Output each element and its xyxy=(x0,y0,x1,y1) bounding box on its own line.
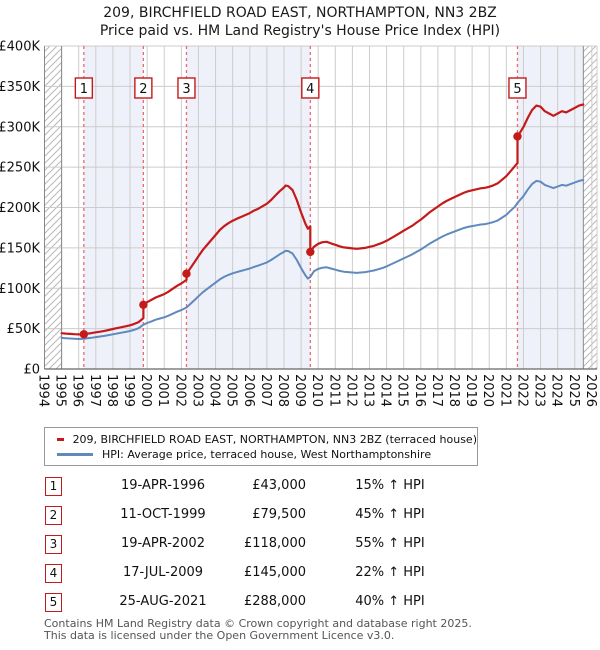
svg-text:2004: 2004 xyxy=(207,374,222,407)
transaction-price: £43,000 xyxy=(252,478,306,493)
table-row: 3 19-APR-2002 £118,000 55% ↑ HPI xyxy=(44,534,564,563)
svg-text:2001: 2001 xyxy=(155,374,170,407)
svg-text:2013: 2013 xyxy=(361,374,376,407)
svg-text:4: 4 xyxy=(306,82,314,97)
transaction-price: £118,000 xyxy=(243,536,306,551)
svg-text:2010: 2010 xyxy=(309,374,324,407)
svg-text:3: 3 xyxy=(182,82,190,97)
svg-text:£350K: £350K xyxy=(0,80,40,95)
svg-text:1998: 1998 xyxy=(104,374,119,407)
svg-text:2020: 2020 xyxy=(480,374,495,407)
transaction-hpi-change: 55% ↑ HPI xyxy=(355,536,425,551)
svg-text:2025: 2025 xyxy=(566,374,581,407)
svg-text:2024: 2024 xyxy=(549,374,564,407)
legend-item-property: 209, BIRCHFIELD ROAD EAST, NORTHAMPTON, … xyxy=(45,432,477,447)
svg-text:2018: 2018 xyxy=(446,374,461,407)
transaction-price: £145,000 xyxy=(243,565,306,580)
svg-text:2: 2 xyxy=(139,82,147,97)
svg-text:1999: 1999 xyxy=(121,374,136,407)
svg-text:£150K: £150K xyxy=(0,241,40,256)
svg-text:£200K: £200K xyxy=(0,201,40,216)
transaction-hpi-change: 22% ↑ HPI xyxy=(355,565,425,580)
svg-text:2019: 2019 xyxy=(463,374,478,407)
legend-label-property: 209, BIRCHFIELD ROAD EAST, NORTHAMPTON, … xyxy=(72,433,477,446)
price-chart[interactable]: £0 £50K £100K £150K £200K £250K £300K £350K £400… xyxy=(0,40,600,425)
marker-number-badge: 2 xyxy=(45,506,62,525)
transaction-hpi-change: 15% ↑ HPI xyxy=(355,478,425,493)
transaction-date: 19-APR-1996 xyxy=(121,478,205,493)
transaction-price: £79,500 xyxy=(252,507,306,522)
page-subtitle: Price paid vs. HM Land Registry's House … xyxy=(99,23,501,39)
svg-text:£0: £0 xyxy=(23,363,40,378)
transaction-hpi-change: 45% ↑ HPI xyxy=(355,507,425,522)
marker-number-badge: 5 xyxy=(45,593,62,612)
svg-text:£100K: £100K xyxy=(0,282,40,297)
svg-text:2007: 2007 xyxy=(258,374,273,407)
svg-text:2017: 2017 xyxy=(429,374,444,407)
marker-number-badge: 3 xyxy=(45,535,62,554)
chart-legend: 209, BIRCHFIELD ROAD EAST, NORTHAMPTON, … xyxy=(44,427,478,466)
svg-text:1: 1 xyxy=(80,82,88,97)
svg-text:£400K: £400K xyxy=(0,40,40,55)
svg-text:2014: 2014 xyxy=(378,374,393,407)
table-row: 4 17-JUL-2009 £145,000 22% ↑ HPI xyxy=(44,563,564,592)
svg-text:1995: 1995 xyxy=(53,374,68,407)
svg-text:2026: 2026 xyxy=(583,374,598,407)
transaction-date: 17-JUL-2009 xyxy=(122,565,204,580)
svg-text:2003: 2003 xyxy=(189,374,204,407)
footer-line-1: Contains HM Land Registry data © Crown c… xyxy=(44,617,472,630)
svg-text:1994: 1994 xyxy=(36,374,51,407)
table-row: 2 11-OCT-1999 £79,500 45% ↑ HPI xyxy=(44,505,564,534)
svg-text:2006: 2006 xyxy=(241,374,256,407)
svg-text:1997: 1997 xyxy=(87,374,102,407)
transaction-table: 1 19-APR-1996 £43,000 15% ↑ HPI 2 11-OCT… xyxy=(44,476,564,621)
transaction-hpi-change: 40% ↑ HPI xyxy=(355,594,425,609)
svg-text:2023: 2023 xyxy=(532,374,547,407)
svg-text:2000: 2000 xyxy=(138,374,153,407)
svg-text:2002: 2002 xyxy=(172,374,187,407)
hpi-line-swatch-icon xyxy=(57,453,93,456)
footer-line-2: This data is licensed under the Open Gov… xyxy=(44,629,395,642)
svg-text:£250K: £250K xyxy=(0,161,40,176)
svg-text:2015: 2015 xyxy=(395,374,410,407)
svg-text:5: 5 xyxy=(513,82,521,97)
svg-text:2021: 2021 xyxy=(497,374,512,407)
transaction-price: £288,000 xyxy=(243,594,306,609)
svg-text:£300K: £300K xyxy=(0,120,40,135)
svg-text:1996: 1996 xyxy=(70,374,85,407)
marker-number-badge: 4 xyxy=(45,564,62,583)
svg-text:2005: 2005 xyxy=(224,374,239,407)
transaction-date: 25-AUG-2021 xyxy=(119,594,207,609)
svg-text:2011: 2011 xyxy=(326,374,341,407)
transaction-date: 19-APR-2002 xyxy=(121,536,205,551)
svg-text:2009: 2009 xyxy=(292,374,307,407)
copyright-footer: Contains HM Land Registry data © Crown c… xyxy=(44,618,472,642)
property-line-swatch-icon xyxy=(57,438,64,441)
svg-text:2012: 2012 xyxy=(343,374,358,407)
table-row: 1 19-APR-1996 £43,000 15% ↑ HPI xyxy=(44,476,564,505)
table-row: 5 25-AUG-2021 £288,000 40% ↑ HPI xyxy=(44,592,564,621)
svg-text:2016: 2016 xyxy=(412,374,427,407)
marker-number-badge: 1 xyxy=(45,477,62,496)
transaction-date: 11-OCT-1999 xyxy=(120,507,206,522)
legend-label-hpi: HPI: Average price, terraced house, West… xyxy=(102,448,432,461)
svg-text:2022: 2022 xyxy=(514,374,529,407)
svg-text:2008: 2008 xyxy=(275,374,290,407)
page-title: 209, BIRCHFIELD ROAD EAST, NORTHAMPTON, … xyxy=(103,5,497,21)
svg-text:£50K: £50K xyxy=(7,322,41,337)
legend-item-hpi: HPI: Average price, terraced house, West… xyxy=(45,447,477,462)
